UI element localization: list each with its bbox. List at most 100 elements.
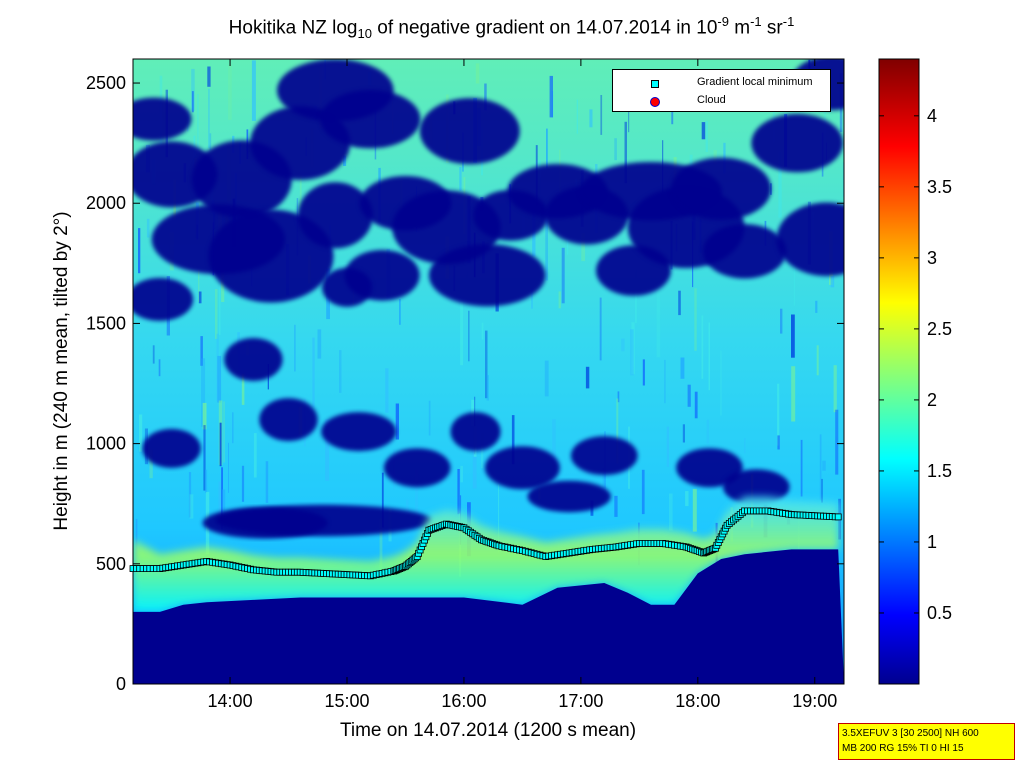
- texture-streak: [777, 383, 780, 446]
- x-axis: 14:00 15:00 16:00 17:00 18:00 19:00: [208, 59, 837, 711]
- low-gradient-patch: [259, 398, 318, 442]
- texture-streak: [600, 95, 603, 135]
- colorbar-tick-label: 2: [927, 390, 937, 410]
- texture-streak: [589, 109, 593, 128]
- legend-label-cloud: Cloud: [697, 94, 726, 106]
- x-tick-label: 15:00: [324, 691, 369, 711]
- colorbar: [878, 58, 920, 685]
- texture-streak: [552, 419, 556, 472]
- texture-streak: [202, 402, 207, 430]
- texture-streak: [152, 345, 155, 364]
- low-gradient-patch: [224, 338, 283, 381]
- texture-streak: [241, 465, 245, 502]
- texture-streak: [480, 433, 484, 469]
- texture-streak: [692, 488, 697, 532]
- low-gradient-patches: [133, 59, 844, 539]
- texture-streak: [793, 239, 795, 306]
- texture-streak: [146, 218, 150, 238]
- texture-streak: [635, 269, 637, 324]
- texture-streak: [460, 301, 464, 366]
- texture-streak: [228, 65, 232, 120]
- boundary-layer-band: [133, 496, 839, 612]
- texture-streak: [189, 494, 194, 519]
- settings-infobox: 3.5XEFUV 3 [30 2500] NH 600 MB 200 RG 15…: [838, 723, 1015, 760]
- texture-streak: [624, 121, 627, 184]
- texture-streak: [198, 291, 202, 304]
- texture-streak: [576, 99, 578, 134]
- texture-streak: [558, 291, 561, 309]
- x-tick-label: 16:00: [441, 691, 486, 711]
- low-gradient-patch: [133, 277, 194, 321]
- texture-streak: [614, 495, 618, 517]
- texture-streak: [680, 357, 685, 379]
- colorbar-tick-label: 1: [927, 532, 937, 552]
- texture-streak: [415, 470, 419, 524]
- texture-streak: [379, 518, 383, 578]
- texture-streak: [641, 469, 645, 515]
- texture-streak: [312, 337, 315, 408]
- texture-streak: [664, 359, 666, 404]
- low-gradient-patch: [202, 507, 328, 539]
- low-gradient-patch: [142, 428, 201, 468]
- texture-streak: [585, 366, 590, 389]
- texture-streak: [694, 288, 697, 351]
- texture-streak: [630, 329, 634, 376]
- y-tick-label: 500: [96, 554, 126, 574]
- texture-streak: [685, 491, 689, 507]
- low-gradient-patch: [484, 446, 560, 490]
- low-gradient-patch: [208, 209, 334, 303]
- texture-streak: [221, 489, 226, 530]
- texture-streak: [549, 75, 553, 118]
- texture-streak: [616, 398, 619, 464]
- low-gradient-patch: [671, 157, 772, 220]
- texture-streak: [531, 288, 533, 309]
- low-gradient-patch: [676, 448, 743, 488]
- texture-streak: [708, 322, 710, 391]
- texture-streak: [835, 409, 839, 475]
- texture-streak: [816, 345, 819, 376]
- texture-streak: [381, 472, 384, 528]
- texture-streak: [822, 460, 826, 471]
- y-axis: 0 500 1000 1500 2000 2500: [86, 73, 844, 694]
- texture-streak: [208, 88, 210, 148]
- low-gradient-patch: [133, 97, 192, 141]
- texture-streak: [218, 481, 221, 532]
- x-tick-label: 19:00: [792, 691, 837, 711]
- low-gradient-patch: [321, 412, 397, 452]
- texture-streak: [149, 449, 153, 479]
- x-tick-label: 14:00: [208, 691, 253, 711]
- infobox-line-2: MB 200 RG 15% TI 0 HI 15: [842, 743, 964, 754]
- low-gradient-patch: [527, 480, 611, 513]
- texture-streak: [819, 434, 822, 501]
- texture-streak: [406, 499, 409, 516]
- texture-streak: [457, 469, 460, 515]
- x-tick-label: 17:00: [558, 691, 603, 711]
- texture-streak: [815, 300, 818, 313]
- y-axis-label: Height in m (240 m mean, tilted by 2°): [51, 211, 72, 530]
- y-tick-label: 2000: [86, 193, 126, 213]
- texture-streak: [325, 419, 330, 481]
- low-gradient-patch: [702, 224, 787, 279]
- texture-streak: [317, 329, 322, 359]
- y-tick-label: 0: [116, 674, 126, 694]
- low-gradient-patch: [429, 244, 546, 307]
- x-axis-label: Time on 14.07.2014 (1200 s mean): [340, 720, 636, 741]
- colorbar-tick-label: 3: [927, 248, 937, 268]
- texture-streak: [656, 290, 661, 358]
- texture-streak: [511, 415, 515, 465]
- texture-streak: [228, 442, 229, 493]
- texture-streak: [188, 472, 192, 518]
- low-gradient-patch: [571, 436, 638, 476]
- texture-streak: [687, 384, 691, 407]
- texture-streak: [139, 414, 143, 452]
- texture-streak: [791, 366, 796, 422]
- texture-streak: [546, 128, 548, 169]
- texture-streak: [498, 484, 500, 553]
- low-gradient-patch: [723, 469, 790, 505]
- low-gradient-patch: [751, 113, 843, 173]
- texture-streak: [666, 426, 669, 467]
- colorbar-tick-label: 3.5: [927, 177, 952, 197]
- texture-streak: [253, 433, 257, 478]
- texture-streak: [218, 267, 221, 336]
- texture-streak: [701, 315, 704, 379]
